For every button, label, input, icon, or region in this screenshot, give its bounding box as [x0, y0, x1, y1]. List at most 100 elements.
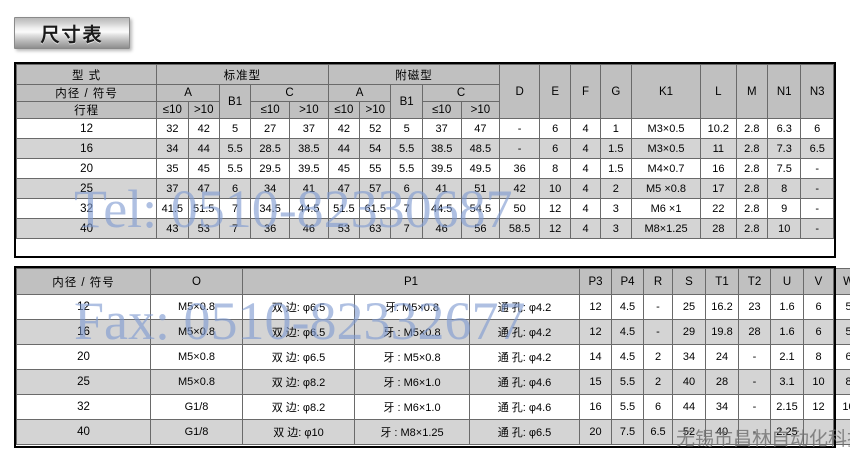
th2-T1: T1	[705, 268, 740, 295]
cell-K1: M4×0.7	[631, 158, 702, 179]
cell-std-b1: 5	[218, 118, 252, 139]
cell-P1-through-hole: 通 孔: φ6.5	[468, 419, 581, 445]
cell-N1: 7.3	[766, 138, 802, 159]
cell-F: 4	[570, 118, 601, 139]
cell-std-c-gt10: 44.5	[288, 198, 329, 219]
th-std-A-gt10: >10	[187, 101, 220, 119]
th2-P3: P3	[579, 268, 613, 295]
cell-mag-a-gt10: 57	[359, 178, 392, 199]
cell-U: 2.1	[770, 344, 805, 370]
th-N1: N1	[766, 64, 802, 119]
cell-std-a-le10: 43	[156, 218, 189, 239]
cell-D: 50	[499, 198, 540, 219]
cell-mag-c-le10: 38.5	[421, 138, 462, 159]
cell-P1-both-sides: 双 边: φ8.2	[242, 394, 355, 420]
cell-T2: -	[738, 394, 772, 420]
cell-P3: 15	[579, 369, 613, 395]
cell-V: 6	[803, 294, 835, 320]
cell-P1-thread: 牙 : M6×1.0	[354, 369, 470, 395]
cell-S: 52	[672, 419, 707, 445]
cell-N3: -	[800, 178, 834, 199]
cell-E: 8	[538, 158, 572, 179]
cell-std-a-gt10: 42	[187, 118, 220, 139]
cell-O: M5×0.8	[150, 369, 243, 395]
cell-U: 2.25	[770, 419, 805, 445]
cell-P4: 4.5	[611, 344, 645, 370]
cell-D: -	[499, 138, 540, 159]
cell-D: 58.5	[499, 218, 540, 239]
cell-bore: 25	[16, 369, 151, 395]
table-row: 40 G1/8 双 边: φ10 牙 : M8×1.25 通 孔: φ6.5 2…	[16, 419, 850, 445]
th2-U: U	[770, 268, 805, 295]
cell-F: 4	[570, 158, 601, 179]
cell-V: 8	[803, 344, 835, 370]
cell-O: M5×0.8	[150, 294, 243, 320]
table-row: 25 37 47 6 34 41 47 57 6 41 51 42 10 4 2…	[15, 178, 834, 199]
cell-P3: 12	[579, 319, 613, 345]
cell-M: 2.8	[735, 198, 768, 219]
th2-S: S	[672, 268, 707, 295]
th-std-C: C	[250, 84, 329, 102]
th-std-B1: B1	[218, 84, 252, 119]
cell-R: -	[643, 294, 674, 320]
cell-T1: 28	[705, 369, 740, 395]
table1-body: 12 32 42 5 27 37 42 52 5 37 47 - 6 4 1 M…	[15, 118, 834, 239]
cell-P1-thread: 牙 : M6×1.0	[354, 394, 470, 420]
cell-W: 8	[833, 369, 850, 395]
page-title: 尺寸表	[40, 24, 104, 46]
cell-std-a-gt10: 45	[187, 158, 220, 179]
cell-N1: 6.3	[766, 118, 802, 139]
table-row: 32 G1/8 双 边: φ8.2 牙 : M6×1.0 通 孔: φ4.6 1…	[16, 394, 850, 420]
cell-V: 10	[803, 369, 835, 395]
cell-mag-a-le10: 42	[327, 118, 361, 139]
cell-mag-b1: 5.5	[390, 138, 423, 159]
th-E: E	[538, 64, 572, 119]
cell-E: 6	[538, 138, 572, 159]
cell-bore: 12	[16, 294, 151, 320]
cell-N3: -	[800, 158, 834, 179]
cell-mag-c-gt10: 51	[460, 178, 501, 199]
th2-bore-symbol: 内径 / 符号	[16, 268, 151, 295]
cell-bore: 40	[15, 218, 158, 239]
cell-O: G1/8	[150, 394, 243, 420]
cell-W: 6	[833, 344, 850, 370]
cell-bore: 16	[16, 319, 151, 345]
table1-header: 型 式 标准型 附磁型 D E F G K1 L M N1 N3 内径 / 符号…	[15, 64, 834, 119]
cell-P3: 16	[579, 394, 613, 420]
cell-F: 4	[570, 198, 601, 219]
table1-header-row-1: 型 式 标准型 附磁型 D E F G K1 L M N1 N3	[15, 64, 834, 119]
cell-std-c-gt10: 39.5	[288, 158, 329, 179]
cell-mag-a-gt10: 52	[359, 118, 392, 139]
table-row: 12 32 42 5 27 37 42 52 5 37 47 - 6 4 1 M…	[15, 118, 834, 139]
cell-T2: -	[738, 344, 772, 370]
th2-R: R	[643, 268, 674, 295]
cell-G: 1	[599, 118, 633, 139]
cell-U: 1.6	[770, 294, 805, 320]
table-row: 16 34 44 5.5 28.5 38.5 44 54 5.5 38.5 48…	[15, 138, 834, 159]
cell-P1-both-sides: 双 边: φ10	[242, 419, 355, 445]
th-K1: K1	[631, 64, 702, 119]
cell-T1: 19.8	[705, 319, 740, 345]
cell-T2: -	[738, 419, 772, 445]
cell-E: 12	[538, 198, 572, 219]
cell-E: 6	[538, 118, 572, 139]
cell-N1: 10	[766, 218, 802, 239]
table-row: 12 M5×0.8 双 边: φ6.5 牙: M5×0.8 通 孔: φ4.2 …	[16, 294, 850, 320]
cell-N1: 7.5	[766, 158, 802, 179]
cell-U: 1.6	[770, 319, 805, 345]
cell-std-c-le10: 29.5	[250, 158, 290, 179]
cell-std-a-le10: 41.5	[156, 198, 189, 219]
cell-T1: 16.2	[705, 294, 740, 320]
cell-P1-through-hole: 通 孔: φ4.2	[468, 294, 581, 320]
table2-header-row: 内径 / 符号 O P1 P3 P4 R S T1 T2 U V W X Y	[16, 268, 850, 295]
th2-P1: P1	[241, 268, 581, 295]
cell-std-c-gt10: 46	[288, 218, 329, 239]
cell-P1-both-sides: 双 边: φ6.5	[242, 344, 355, 370]
cell-mag-a-gt10: 63	[359, 218, 392, 239]
table-row: 20 M5×0.8 双 边: φ6.5 牙 : M5×0.8 通 孔: φ4.2…	[16, 344, 850, 370]
table-row: 32 41.5 51.5 7 34.5 44.5 51.5 61.5 7 44.…	[15, 198, 834, 219]
cell-bore: 20	[16, 344, 151, 370]
th-mag-C-le10: ≤10	[421, 101, 462, 119]
th-D: D	[499, 64, 540, 119]
cell-T2: 23	[738, 294, 772, 320]
